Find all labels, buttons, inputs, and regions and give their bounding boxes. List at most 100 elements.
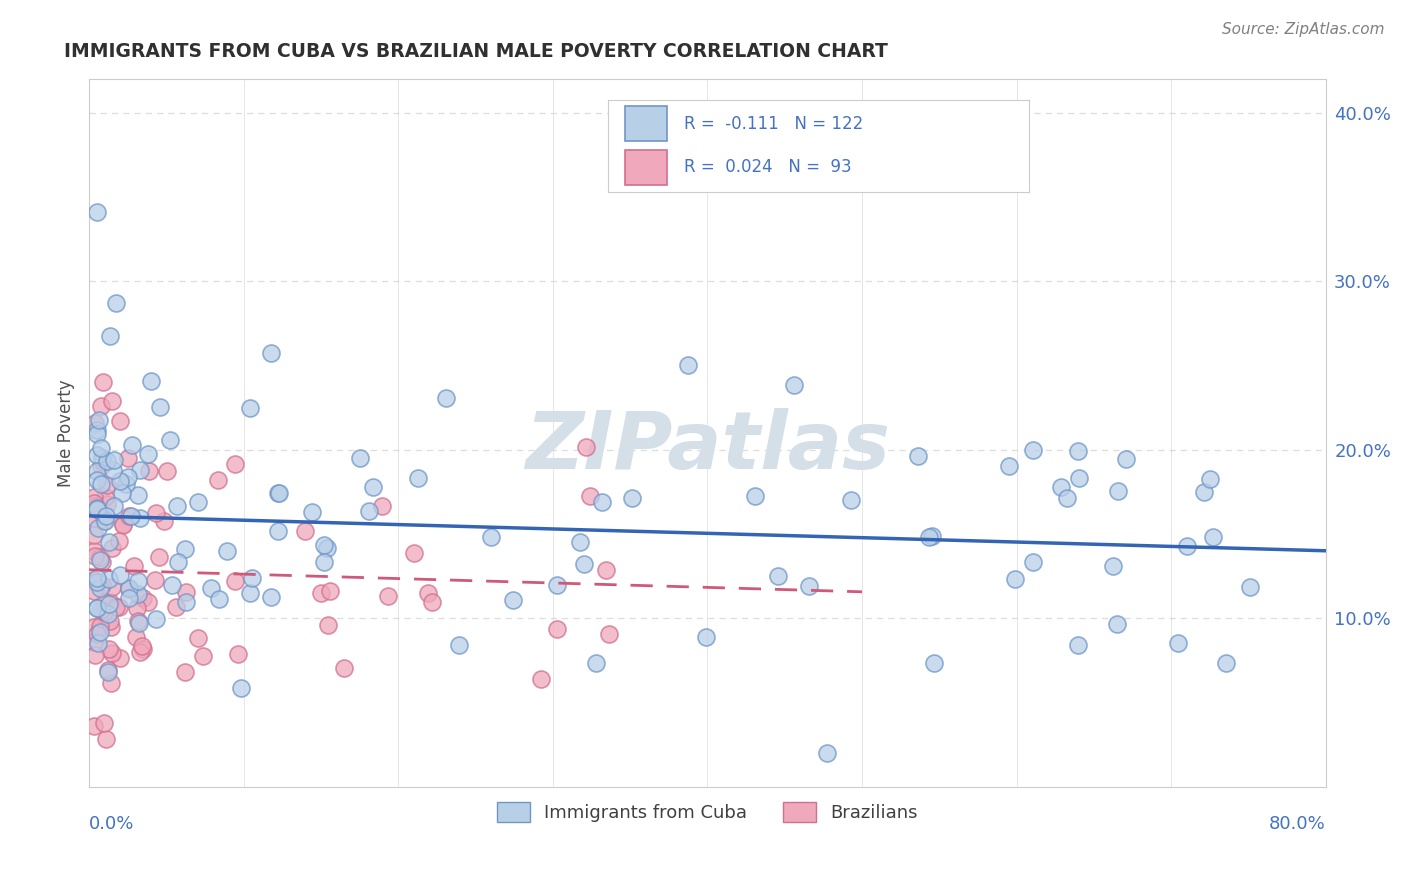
Point [361,479,384,493]
Point [595,563,617,577]
Point [312,555,335,569]
Point [575,441,598,455]
Point [132,591,155,605]
Text: 80.0%: 80.0% [1270,815,1326,833]
Point [89,550,111,565]
Point [159,434,181,448]
Point [86,464,108,478]
Legend: Immigrants from Cuba, Brazilians: Immigrants from Cuba, Brazilians [488,793,927,831]
Point [309,586,332,600]
Point [83,544,105,558]
Point [301,505,323,519]
Point [83,496,105,510]
Point [815,746,838,760]
Point [318,618,340,632]
Point [127,614,149,628]
Point [83,719,105,733]
Point [136,447,159,461]
Point [108,414,131,428]
Point [83,648,105,663]
Point [579,489,602,503]
Point [1069,471,1091,485]
Point [1021,443,1043,458]
Point [546,622,568,636]
Point [86,600,108,615]
Point [267,486,290,500]
Point [112,518,135,533]
Y-axis label: Male Poverty: Male Poverty [58,379,75,487]
Point [129,463,152,477]
Point [174,665,197,679]
Point [83,490,105,504]
Point [402,546,425,560]
Point [620,491,643,506]
Point [240,571,263,585]
Point [87,521,110,535]
Point [200,581,222,595]
Point [86,601,108,615]
Point [86,627,108,641]
Point [1050,480,1073,494]
Point [90,399,112,413]
Point [115,477,138,491]
Point [312,538,335,552]
Point [86,204,108,219]
Point [174,585,197,599]
Point [103,499,125,513]
Point [229,681,252,695]
Point [167,556,190,570]
Point [156,464,179,478]
Point [226,647,249,661]
Point [87,636,110,650]
Point [799,579,821,593]
Point [96,497,118,511]
Point [105,600,128,615]
Point [83,584,105,599]
Point [162,578,184,592]
Point [97,607,120,621]
Point [165,600,187,615]
Point [89,413,111,427]
Point [1239,580,1261,594]
Point [90,441,112,455]
Point [98,595,121,609]
Point [138,464,160,478]
Point [86,571,108,585]
Point [591,495,613,509]
Point [266,485,288,500]
Point [357,504,380,518]
Point [97,642,120,657]
Point [572,557,595,571]
Point [434,392,457,406]
Point [122,559,145,574]
Point [86,575,108,590]
Point [1067,638,1090,652]
Point [89,619,111,633]
Point [174,595,197,609]
Point [93,595,115,609]
Point [96,454,118,468]
Point [96,478,118,492]
Point [120,508,142,523]
Point [695,630,717,644]
Point [86,449,108,463]
Point [744,489,766,503]
Point [187,632,209,646]
Point [1115,451,1137,466]
Point [420,595,443,609]
Point [145,612,167,626]
Point [173,541,195,556]
Point [118,591,141,605]
Point [86,502,108,516]
Point [100,675,122,690]
Point [101,580,124,594]
Point [598,627,620,641]
Point [370,500,392,514]
Point [86,473,108,487]
Point [83,635,105,649]
Point [98,534,121,549]
Point [922,657,945,671]
Point [108,534,131,549]
Point [1056,491,1078,506]
Point [86,423,108,437]
